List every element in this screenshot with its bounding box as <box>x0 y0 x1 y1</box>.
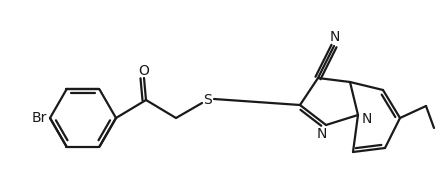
Text: N: N <box>317 127 327 141</box>
Text: O: O <box>139 64 149 78</box>
Text: N: N <box>330 30 340 44</box>
Text: Br: Br <box>31 111 47 125</box>
Text: S: S <box>204 93 212 107</box>
Text: N: N <box>362 112 372 126</box>
